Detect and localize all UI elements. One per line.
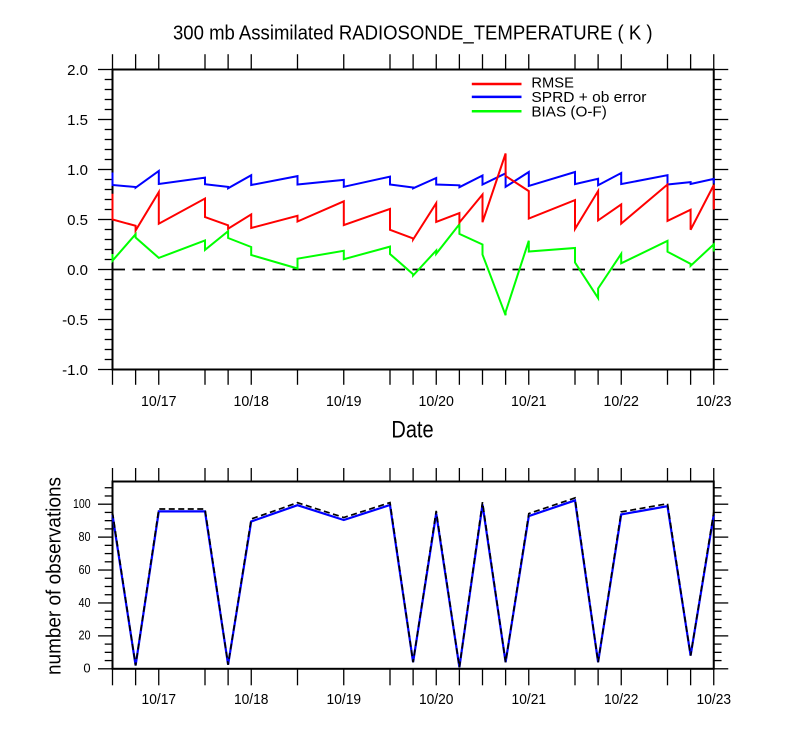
svg-text:BIAS (O-F): BIAS (O-F) [531,103,606,120]
svg-text:10/19: 10/19 [327,691,362,708]
svg-text:300 mb Assimilated RADIOSONDE_: 300 mb Assimilated RADIOSONDE_TEMPERATUR… [173,23,653,45]
svg-text:10/20: 10/20 [419,691,454,708]
svg-text:1.0: 1.0 [67,162,88,179]
svg-text:number of observations: number of observations [44,477,66,675]
svg-text:Date: Date [391,416,433,443]
svg-text:1.5: 1.5 [67,112,88,129]
svg-text:10/22: 10/22 [603,393,639,410]
svg-text:-1.0: -1.0 [62,362,88,379]
svg-text:10/18: 10/18 [234,691,269,708]
svg-text:10/21: 10/21 [511,393,547,410]
svg-text:20: 20 [79,628,91,643]
svg-text:40: 40 [79,595,91,610]
svg-text:10/23: 10/23 [697,691,732,708]
svg-text:100: 100 [73,496,91,511]
svg-text:60: 60 [79,562,91,577]
svg-text:80: 80 [79,529,91,544]
svg-text:0.0: 0.0 [67,262,88,279]
svg-text:10/19: 10/19 [326,393,362,410]
svg-text:10/22: 10/22 [604,691,639,708]
svg-text:10/20: 10/20 [418,393,454,410]
svg-text:SPRD + ob error: SPRD + ob error [531,89,646,106]
svg-text:10/17: 10/17 [142,691,177,708]
svg-text:2.0: 2.0 [67,62,88,79]
svg-text:10/23: 10/23 [696,393,732,410]
svg-text:RMSE: RMSE [531,75,574,92]
svg-text:10/18: 10/18 [233,393,269,410]
svg-text:0: 0 [83,661,90,676]
svg-text:0.5: 0.5 [67,212,88,229]
svg-text:10/21: 10/21 [512,691,547,708]
svg-text:10/17: 10/17 [141,393,177,410]
svg-text:-0.5: -0.5 [62,312,88,329]
